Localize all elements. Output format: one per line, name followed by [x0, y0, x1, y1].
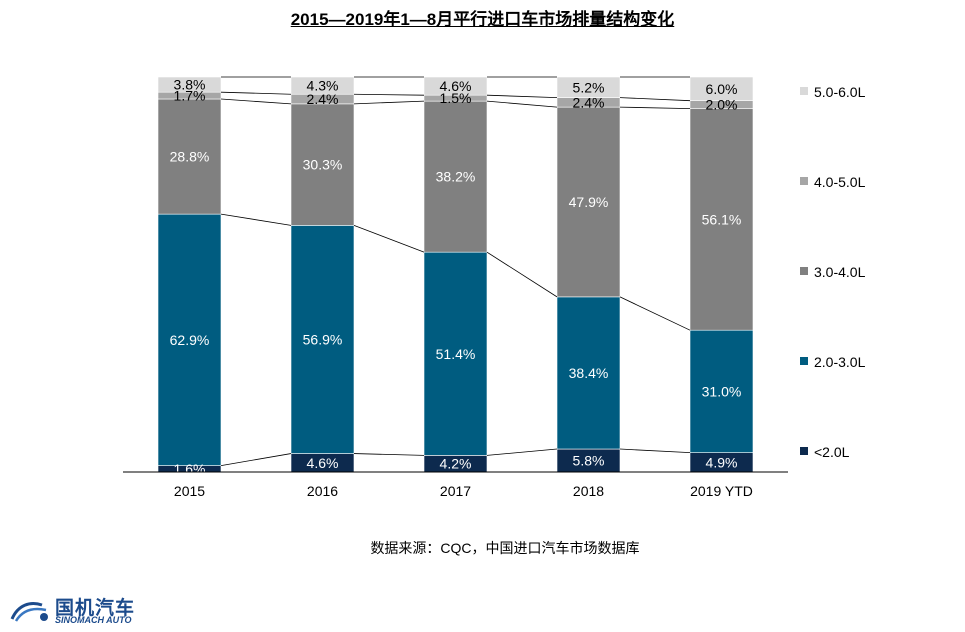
legend-swatch	[800, 357, 808, 365]
legend-label: 4.0-5.0L	[814, 174, 866, 190]
data-label: 1.7%	[174, 88, 206, 104]
series-line	[619, 97, 691, 102]
series-line	[619, 106, 691, 109]
data-label: 5.2%	[573, 79, 605, 95]
data-label: 56.9%	[303, 331, 343, 347]
x-tick-label: 2019 YTD	[690, 483, 753, 499]
logo-mark-icon	[10, 602, 48, 622]
series-line	[220, 98, 292, 105]
bar-segment	[556, 106, 621, 298]
series-line	[353, 453, 425, 456]
data-label: 2.4%	[307, 91, 339, 107]
x-tick-label: 2015	[174, 483, 205, 499]
series-line	[486, 251, 558, 298]
data-label: 47.9%	[569, 194, 609, 210]
bar-segment	[423, 76, 488, 96]
data-label: 6.0%	[706, 81, 738, 97]
legend-swatch	[800, 447, 808, 455]
bar-segment	[556, 76, 621, 98]
series-line	[486, 100, 558, 108]
bar-segment	[290, 103, 355, 226]
bar-segment	[157, 76, 222, 93]
data-label: 30.3%	[303, 157, 343, 173]
data-label: 4.6%	[440, 78, 472, 94]
legend-label: 5.0-6.0L	[814, 84, 866, 100]
data-label: 2.4%	[573, 94, 605, 110]
legend-label: 3.0-4.0L	[814, 264, 866, 280]
data-label: 5.8%	[573, 453, 605, 469]
data-label: 38.2%	[436, 169, 476, 185]
legend-swatch	[800, 87, 808, 95]
series-line	[220, 453, 292, 466]
data-label: 4.3%	[307, 78, 339, 94]
series-line	[353, 100, 425, 105]
bar-segment	[689, 329, 754, 453]
bar-segment	[157, 98, 222, 215]
data-label: 1.6%	[174, 461, 206, 477]
data-label: 38.4%	[569, 365, 609, 381]
legend-swatch	[800, 267, 808, 275]
legend-label: <2.0L	[814, 444, 850, 460]
data-label: 28.8%	[170, 149, 210, 165]
bar-segment	[290, 76, 355, 95]
data-label: 56.1%	[702, 211, 742, 227]
data-label: 51.4%	[436, 346, 476, 362]
source-note: 数据来源：CQC，中国进口汽车市场数据库	[370, 540, 640, 556]
series-line	[486, 94, 558, 99]
data-label: 62.9%	[170, 332, 210, 348]
data-label: 4.6%	[307, 455, 339, 471]
bar-segment	[423, 100, 488, 253]
data-label: 31.0%	[702, 383, 742, 399]
series-line	[220, 91, 292, 95]
series-line	[619, 448, 691, 454]
chart-title: 2015—2019年1—8月平行进口车市场排量结构变化	[290, 10, 675, 29]
x-tick-label: 2016	[307, 483, 338, 499]
bar-segment	[689, 76, 754, 102]
bar-segment	[689, 108, 754, 331]
data-label: 1.5%	[440, 90, 472, 106]
logo-name: 国机汽车	[55, 597, 136, 619]
legend-label: 2.0-3.0L	[814, 354, 866, 370]
legend-swatch	[800, 177, 808, 185]
bar-segment	[157, 213, 222, 466]
series-line	[353, 225, 425, 253]
company-logo: 国机汽车 SINOMACH AUTO	[8, 593, 188, 627]
data-label: 4.2%	[440, 456, 472, 472]
logo-subtitle: SINOMACH AUTO	[55, 615, 132, 625]
series-line	[486, 448, 558, 456]
data-label: 4.9%	[706, 454, 738, 470]
series-line	[220, 213, 292, 226]
x-tick-label: 2018	[573, 483, 604, 499]
bar-segment	[556, 296, 621, 450]
bar-segment	[290, 225, 355, 454]
x-tick-label: 2017	[440, 483, 471, 499]
series-line	[353, 93, 425, 96]
data-label: 2.0%	[706, 97, 738, 113]
bar-segment	[423, 251, 488, 456]
series-line	[619, 296, 691, 331]
data-label: 3.8%	[174, 77, 206, 93]
